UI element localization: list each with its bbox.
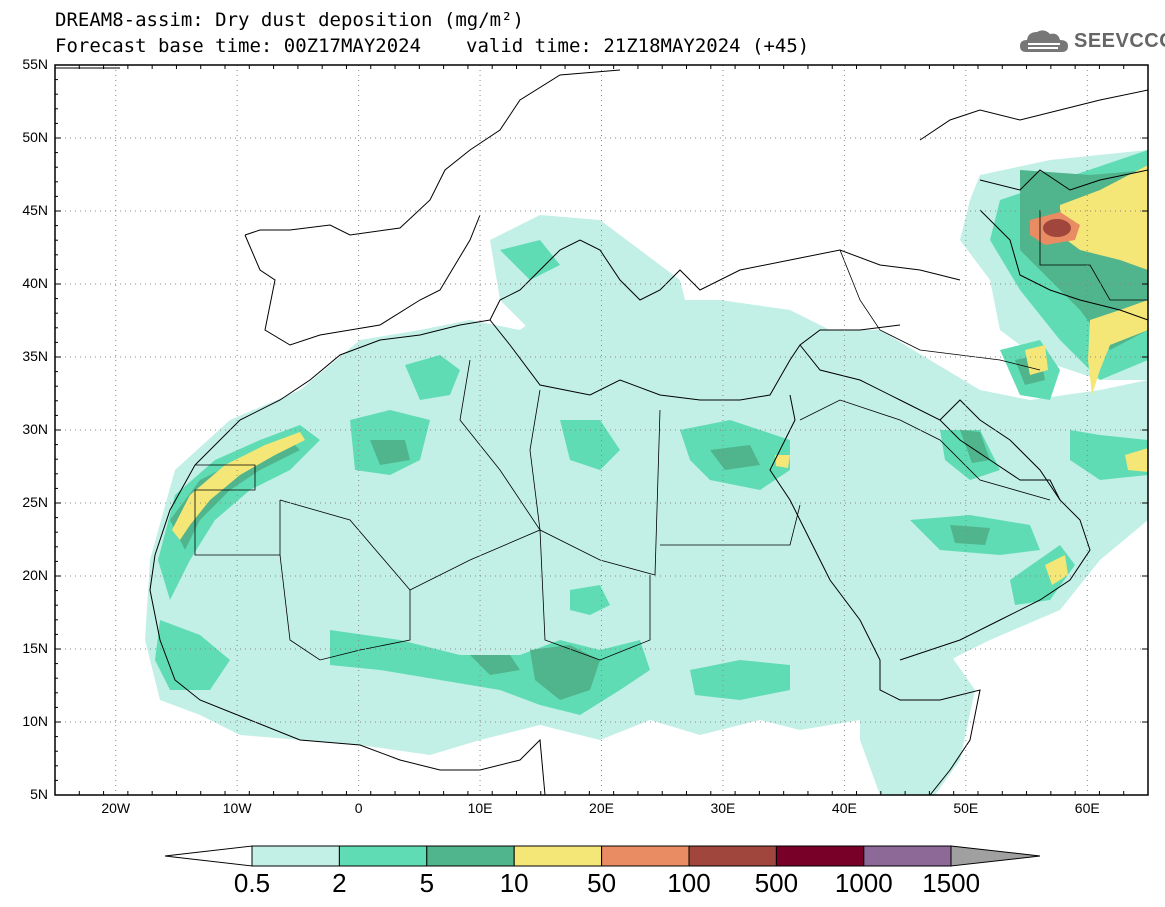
colorbar-label: 50 [587, 868, 617, 898]
coastlines [55, 67, 1148, 795]
lon-label: 10E [467, 800, 493, 816]
lat-label: 25N [22, 494, 48, 510]
colorbar-swatch [601, 845, 690, 867]
lon-label: 60E [1074, 800, 1100, 816]
colorbar-label: 5 [419, 868, 435, 898]
colorbar-label: 2 [332, 868, 347, 898]
base-time: Forecast base time: 00Z17MAY2024 [55, 35, 422, 57]
valid-time: valid time: 21Z18MAY2024 (+45) [466, 35, 810, 57]
lon-label: 20E [589, 800, 614, 816]
lat-label: 55N [22, 56, 48, 72]
colorbar [164, 845, 1041, 867]
map-title: DREAM8-assim: Dry dust deposition (mg/m²… [55, 9, 524, 31]
colorbar-label: 0.5 [233, 868, 271, 898]
axis-ticks [54, 64, 1149, 796]
lat-label: 10N [22, 713, 48, 729]
colorbar-swatch [688, 845, 777, 867]
lon-label: 10W [222, 800, 252, 816]
cloud-icon [1020, 30, 1068, 52]
colorbar-label: 500 [754, 868, 799, 898]
lon-label: 40E [831, 800, 857, 816]
map-subtitle: Forecast base time: 00Z17MAY2024 valid ti… [55, 36, 809, 56]
colorbar-high-arrow [950, 845, 1041, 867]
lat-label: 45N [22, 202, 48, 218]
logo-text: SEEVCCC [1074, 29, 1165, 52]
lon-label: 30E [710, 800, 736, 816]
lat-label: 5N [30, 786, 48, 802]
colorbar-low-arrow [164, 845, 253, 867]
colorbar-swatch [863, 845, 952, 867]
colorbar-swatch [775, 845, 865, 867]
colorbar-swatch [338, 845, 428, 867]
colorbar-label: 10 [499, 868, 529, 898]
lat-label: 30N [22, 421, 48, 437]
colorbar-swatch [513, 845, 603, 867]
lat-label: 20N [22, 567, 48, 583]
lat-label: 40N [22, 275, 48, 291]
lat-label: 15N [22, 640, 48, 656]
colorbar-swatch [426, 845, 515, 867]
lat-label: 35N [22, 348, 48, 364]
dust-field [145, 150, 1148, 795]
colorbar-label: 1500 [922, 868, 981, 898]
colorbar-label: 100 [667, 868, 711, 898]
graticule [55, 65, 1148, 795]
lon-label: 20W [101, 800, 131, 816]
lon-label: 0 [354, 800, 363, 816]
lon-label: 50E [953, 800, 979, 816]
colorbar-label: 1000 [834, 868, 893, 898]
seevccc-logo: SEEVCCC [1018, 26, 1165, 56]
colorbar-swatch [251, 845, 340, 867]
lat-label: 50N [22, 129, 48, 145]
